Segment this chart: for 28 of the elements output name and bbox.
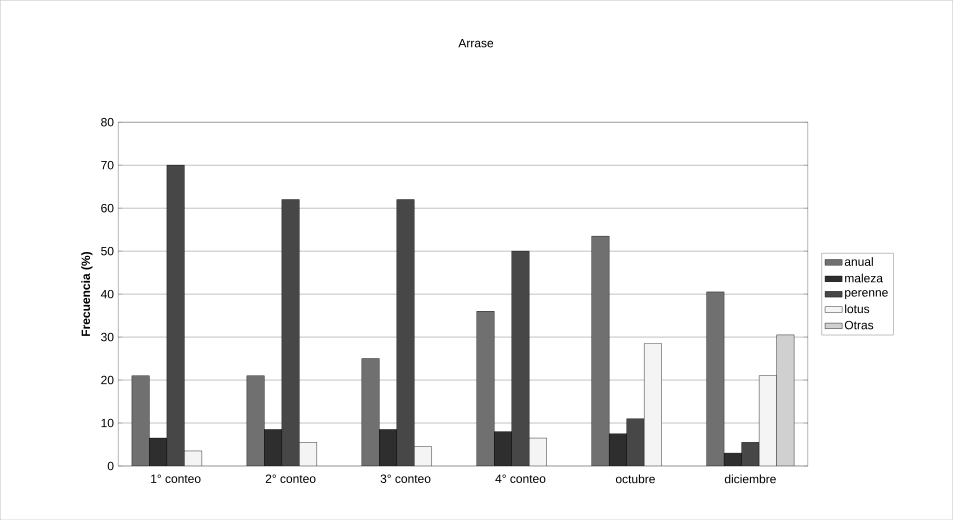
x-tick-label: 3° conteo — [380, 474, 430, 483]
bar — [379, 429, 397, 466]
x-tick-label: 4° conteo — [495, 474, 546, 483]
y-tick-label: 0 — [108, 462, 114, 470]
x-tick-label: 1° conteo — [151, 474, 201, 483]
chart-title: Arrase — [458, 38, 494, 48]
y-tick-label: 50 — [101, 246, 114, 256]
legend-label: lotus — [845, 304, 870, 314]
legend-label: maleza — [845, 274, 883, 282]
legend-label: Otras — [844, 320, 874, 330]
y-tick-label: 20 — [101, 376, 114, 384]
bar — [724, 452, 742, 466]
y-tick-label: 60 — [101, 204, 114, 212]
y-axis-title: Frecuencia (%) — [81, 252, 92, 336]
y-tick-label: 70 — [101, 160, 114, 170]
x-tick-label: diciembre — [724, 474, 776, 484]
y-tick-label: 40 — [100, 290, 114, 298]
y-tick-label: 80 — [101, 118, 114, 126]
legend-label: perenne — [845, 290, 888, 299]
y-tick-label: 30 — [101, 332, 114, 342]
bar — [494, 431, 512, 466]
bar — [608, 433, 627, 466]
x-tick-label: 2° conteo — [266, 474, 316, 483]
y-tick-label: 10 — [102, 418, 114, 428]
legend-label: anual — [844, 257, 873, 266]
bar — [149, 438, 168, 466]
x-tick-label: octubre — [616, 474, 655, 484]
bar — [264, 429, 282, 466]
